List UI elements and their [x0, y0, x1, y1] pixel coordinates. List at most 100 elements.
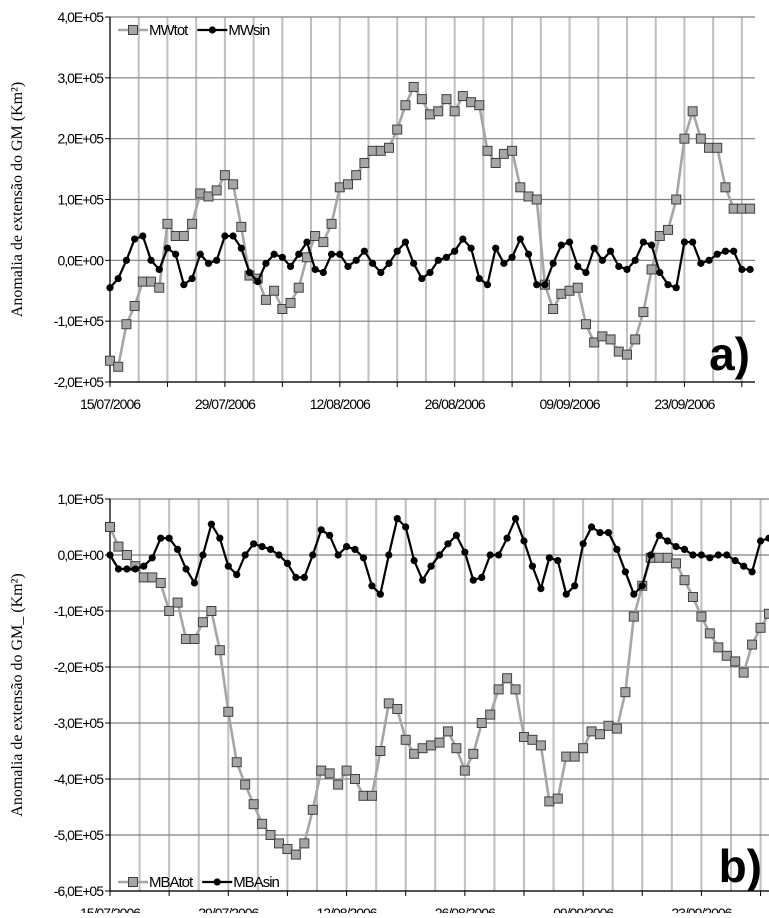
panel-b-mbatot-point [224, 707, 233, 716]
panel-a-mwsin-point [262, 260, 269, 267]
panel-b-mbatot-point [182, 635, 191, 644]
panel-a-mwtot-point [705, 143, 714, 152]
panel-b-mbatot-point [300, 839, 309, 848]
panel-a-mwtot-line [110, 87, 750, 367]
panel-a-mwsin-point [188, 275, 195, 282]
panel-b-mbatot-point [705, 629, 714, 638]
panel-a-mwtot-point [655, 232, 664, 241]
panel-b-mbatot-point [579, 744, 588, 753]
panel-b-mbatot-point [401, 735, 410, 744]
panel-a-mwtot-point [713, 143, 722, 152]
panel-b-mbasin-point [537, 585, 544, 592]
panel-b-mbatot-point [688, 593, 697, 602]
panel-b-mbasin-point [461, 549, 468, 556]
panel-b-mbatot-point [621, 688, 630, 697]
panel-a-mwsin-point [435, 257, 442, 264]
panel-a-mwsin-point [705, 257, 712, 264]
panel-a-mwsin-point [336, 251, 343, 258]
panel-a-mwsin-point [500, 260, 507, 267]
panel-a-x-tick-label: 29/07/2006 [195, 396, 256, 412]
panel-a-mwtot-point [171, 232, 180, 241]
panel-b-mbasin-point [174, 546, 181, 553]
panel-a-mwsin-point [550, 260, 557, 267]
panel-a-mwsin-point [180, 281, 187, 288]
panel-a-mwtot-point [401, 101, 410, 110]
panel-b-mbasin-point [149, 554, 156, 561]
panel-b-mbatot-point [258, 819, 267, 828]
panel-a-mwtot-point [631, 335, 640, 344]
panel-a-mwsin-point [541, 281, 548, 288]
panel-a-mwsin-point [344, 263, 351, 270]
panel-a-mwtot-point [327, 219, 336, 228]
panel-a-mwtot-point [434, 107, 443, 116]
panel-b-mbatot-point [359, 791, 368, 800]
panel-a-mwtot-point [458, 92, 467, 101]
panel-b-mbatot-point [663, 553, 672, 562]
panel-b-mbatot-point [469, 749, 478, 758]
panel-b-mbatot-point [418, 744, 427, 753]
panel-a-mwsin-point [714, 251, 721, 258]
panel-b-mbatot-point [198, 618, 207, 627]
legend-mwsin-marker [209, 26, 216, 33]
panel-b-mbatot-point [291, 850, 300, 859]
panel-b-mbasin-point [132, 565, 139, 572]
panel-a-mwsin-point [722, 248, 729, 255]
panel-a-mwtot-point [319, 238, 328, 247]
panel-a-mwtot-point [524, 192, 533, 201]
panel-a-mwsin-point [517, 235, 524, 242]
panel-a-mwtot-point [508, 146, 517, 155]
panel-b-y-tick-label: -2,0E+05 [54, 659, 104, 675]
panel-b-mbasin-point [596, 529, 603, 536]
panel-a-mwsin-point [229, 232, 236, 239]
panel-b-mbasin-point [580, 540, 587, 547]
panel-a-mwsin-point [640, 238, 647, 245]
panel-b-mbatot-point [629, 612, 638, 621]
panel-a-mwtot-point [532, 195, 541, 204]
panel-b-mbasin-point [157, 535, 164, 542]
panel-b-mbasin-point [267, 546, 274, 553]
panel-a-mwtot-point [475, 101, 484, 110]
panel-b-mbatot-point [503, 674, 512, 683]
panel-b-mbasin-point [284, 560, 291, 567]
panel-a-mwtot-point [343, 180, 352, 189]
panel-a-mwsin-point [361, 248, 368, 255]
panel-a-mwtot-point [549, 305, 558, 314]
panel-a-x-tick-label: 12/08/2006 [310, 396, 371, 412]
panel-a-mwtot-point [680, 134, 689, 143]
panel-a-y-tick-label: -1,0E+05 [54, 313, 104, 329]
panel-b-mbasin-point [563, 591, 570, 598]
panel-b-mbatot-point [274, 839, 283, 848]
panel-b-mbatot-point [367, 791, 376, 800]
panel-b-mbasin-point [588, 523, 595, 530]
panel-b-mbatot-point [122, 551, 131, 560]
panel-a-mwsin-point [410, 260, 417, 267]
panel-a-mwsin-point [369, 260, 376, 267]
panel-b-mbatot-point [351, 775, 360, 784]
panel-b-mbatot-point [190, 635, 199, 644]
panel-b-mbatot-point [545, 797, 554, 806]
panel-b-mbatot-point [553, 794, 562, 803]
panel-a-mwtot-point [598, 332, 607, 341]
panel-a-mwsin-point [632, 257, 639, 264]
panel-a-mwtot-point [664, 225, 673, 234]
panel-a-mwtot-point [130, 301, 139, 310]
panel-b-mbatot-point [731, 657, 740, 666]
panel-a-mwtot-point [335, 183, 344, 192]
panel-b-mbatot-point [477, 719, 486, 728]
legend-mwtot-marker [129, 26, 138, 35]
panel-a-mwsin-point [476, 275, 483, 282]
panel-a-mwtot-point [581, 320, 590, 329]
panel-a-mwtot-point [311, 232, 320, 241]
panel-a-mwsin-point [106, 284, 113, 291]
panel-a-mwtot-point [163, 219, 172, 228]
panel-b-mbasin-point [343, 543, 350, 550]
panel-a-mwsin-point [418, 275, 425, 282]
panel-a-mwsin-point [156, 266, 163, 273]
legend-mbatot-marker [129, 878, 138, 887]
panel-a-mwtot-point [294, 283, 303, 292]
panel-b-mbasin-point [106, 551, 113, 558]
panel-b-mbasin-point [216, 535, 223, 542]
panel-a-mwsin-point [582, 269, 589, 276]
